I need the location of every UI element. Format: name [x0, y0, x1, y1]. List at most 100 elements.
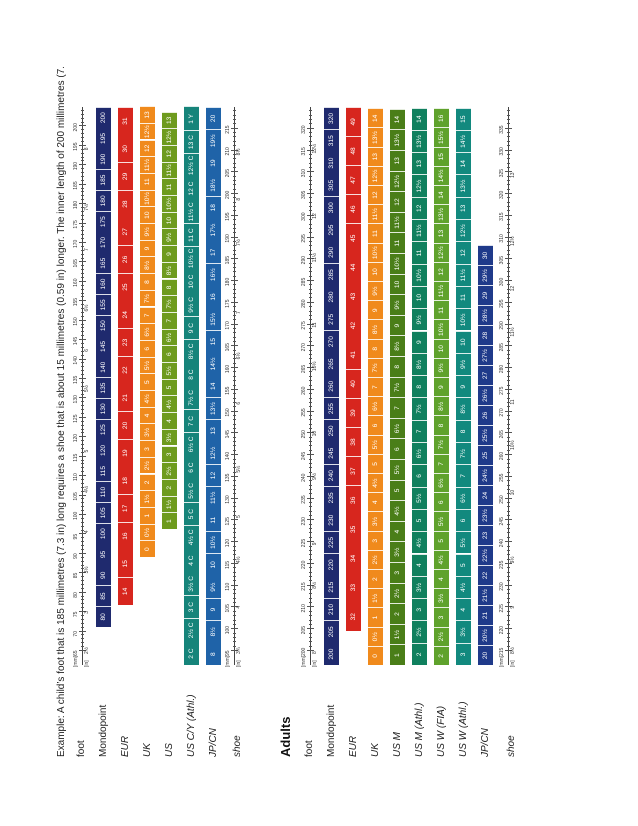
children-shoe-minor-tick: [233, 419, 236, 421]
adults-shoe-minor-tick: [507, 593, 510, 595]
adults-uk-cell: 13: [368, 146, 383, 166]
adults-jp-cn-cell: 21: [478, 605, 493, 625]
adults-foot-minor-tick: [309, 401, 312, 403]
adults-uk-cell: 8½: [368, 319, 383, 339]
adults-foot-minor-tick: [309, 467, 312, 469]
children-foot-minor-tick: [81, 444, 84, 446]
children-shoe-minor-tick: [233, 332, 236, 334]
adults-foot-minor-tick: [309, 332, 312, 334]
children-foot-mm-label: 85: [73, 572, 79, 579]
children-shoe-mm-label: 155: [225, 386, 231, 395]
adults-shoe-mm-label: 220: [499, 625, 505, 635]
adults-shoe-minor-tick: [507, 632, 510, 634]
adults-foot-minor-tick: [309, 175, 312, 177]
adults-foot-minor-tick: [309, 493, 312, 495]
children-jp-cn-cell: 20: [206, 106, 221, 130]
adults-foot-minor-tick: [309, 593, 312, 595]
children-foot-tick: [79, 416, 86, 418]
adults-eur-cell: 35: [346, 514, 361, 544]
children-foot-minor-tick: [81, 482, 84, 484]
children-shoe-minor-tick: [233, 297, 236, 299]
adults-shoe-minor-tick: [507, 536, 510, 538]
adults-shoe-in-label: 13: [510, 172, 516, 178]
children-us-cell: 5: [162, 378, 177, 396]
children-shoe-in-label: 4½: [236, 556, 242, 564]
adults-shoe-in-label: 11½: [510, 327, 516, 337]
adults-us-w-fia-cell: 3: [434, 607, 449, 627]
children-mondopoint-cell: 180: [96, 189, 111, 211]
adults-shoe-ruler: [mm] [in] 215 220 225 230 235 240 245 250 255 260 26…: [499, 107, 518, 667]
children-foot-minor-tick: [81, 440, 84, 442]
children-us-cy-cell: 2½ C: [184, 618, 199, 642]
children-us-cy-cell: 10½ C: [184, 246, 199, 270]
children-eur-cell: 24: [118, 300, 133, 329]
adults-us-w-athl-cell: 13: [456, 196, 471, 219]
adults-foot-minor-tick: [309, 288, 312, 290]
adults-us-m-athl-cell: 4: [412, 553, 427, 576]
children-foot-tick: [79, 455, 86, 457]
adults-foot-minor-tick: [309, 484, 312, 486]
adults-us-w-fia-cell: 14: [434, 185, 449, 205]
children-uk-cell: 9½: [140, 223, 155, 240]
adults-shoe-in-label: 10½: [510, 440, 516, 450]
adults-shoe-tick: [505, 323, 512, 325]
children-foot-mm-label: 90: [73, 553, 79, 559]
adults-shoe-minor-tick: [507, 549, 510, 551]
adults-foot-minor-tick: [309, 119, 312, 121]
children-us-cell: 9: [162, 245, 177, 262]
children-foot-minor-tick: [81, 343, 84, 345]
children-uk-cell: 3½: [140, 423, 155, 441]
adults-shoe-tick: [505, 258, 512, 260]
adults-us-m-athl-cell: 14: [412, 107, 427, 130]
adults-foot-in-label: 10: [312, 430, 318, 437]
adults-us-m-athl-cell: 10: [412, 285, 427, 309]
children-foot-minor-tick: [81, 292, 84, 294]
adults-shoe-minor-tick: [507, 314, 510, 316]
adults-foot-minor-tick: [309, 502, 312, 504]
children-shoe-mm-label: 125: [225, 517, 231, 526]
adults-shoe-minor-tick: [507, 597, 510, 599]
adults-uk-cell: 1: [368, 607, 383, 627]
adults-mondopoint-cell: 265: [324, 352, 339, 375]
adults-us-m-athl-cell: 3½: [412, 575, 427, 599]
children-eur-cell: 19: [118, 438, 133, 467]
adults-us-m-athl-cell: 3: [412, 598, 427, 621]
children-shoe-minor-tick: [233, 188, 236, 190]
adults-foot-minor-tick: [309, 619, 312, 621]
children-shoe-in-label: 5: [236, 515, 242, 518]
children-shoe-minor-tick: [233, 284, 236, 286]
children-foot-mm-label: 65: [73, 650, 79, 656]
children-jp-cn-cell: 10½: [206, 530, 221, 554]
children-foot-minor-tick: [81, 405, 84, 407]
children-foot-minor-tick: [81, 607, 84, 609]
adults-shoe-mm-label: 245: [499, 517, 505, 526]
adults-shoe-minor-tick: [507, 293, 510, 295]
adults-us-w-athl-cell: 7½: [456, 442, 471, 465]
children-foot-mm-label: 130: [73, 395, 79, 404]
adults-shoe-mm-label: 265: [499, 430, 505, 439]
children-foot-tick: [79, 591, 86, 593]
label-adult-jp-cn: JP/CN: [480, 728, 491, 757]
children-foot-tick: [79, 397, 86, 399]
adults-foot-mm-label: 285: [301, 277, 307, 287]
adults-us-w-athl-cell: 4: [456, 598, 471, 621]
adults-foot-minor-tick: [309, 114, 312, 116]
children-shoe-minor-tick: [233, 314, 236, 316]
adults-us-m-cell: 3: [390, 562, 405, 583]
adults-us-m-cell: 14: [390, 108, 405, 130]
children-foot-minor-tick: [81, 541, 84, 543]
children-us-cell: 6½: [162, 328, 177, 346]
adults-us-w-athl-cell: 7: [456, 464, 471, 487]
children-uk-cell: 0: [140, 540, 155, 557]
children-foot-minor-tick: [81, 548, 84, 550]
adults-shoe-minor-tick: [507, 219, 510, 221]
adults-foot-minor-tick: [309, 536, 312, 538]
children-mondopoint-cell: 200: [96, 106, 111, 128]
children-jp-cn-cell: 13: [206, 419, 221, 442]
children-shoe-minor-tick: [233, 327, 236, 329]
children-mondopoint-cell: 170: [96, 231, 111, 253]
adults-foot-tick: [307, 410, 314, 412]
adults-jp-cn-cell: 30: [478, 245, 493, 265]
adults-foot-minor-tick: [309, 423, 312, 425]
children-uk-cell: 10½: [140, 189, 155, 207]
